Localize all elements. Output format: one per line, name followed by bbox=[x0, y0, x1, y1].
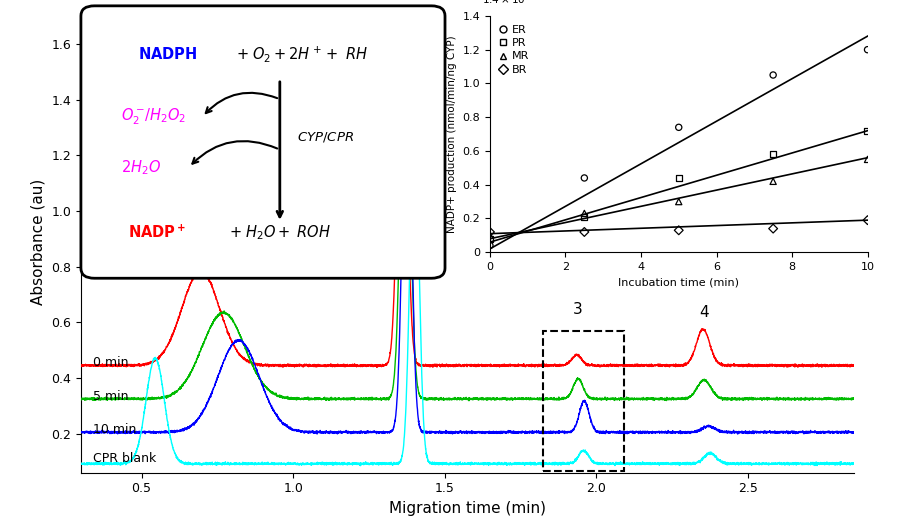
Text: 4: 4 bbox=[699, 304, 708, 320]
Text: $\mathbf{NADPH}$: $\mathbf{NADPH}$ bbox=[138, 46, 198, 62]
Text: $2H_2O$: $2H_2O$ bbox=[121, 158, 162, 177]
Text: $+ \; H_2O + \; ROH$: $+ \; H_2O + \; ROH$ bbox=[229, 224, 331, 242]
Text: 10 min: 10 min bbox=[93, 423, 137, 436]
Point bbox=[860, 126, 875, 135]
Text: 0 min: 0 min bbox=[93, 356, 129, 369]
Point bbox=[672, 174, 686, 182]
Text: $\mathit{CYP/CPR}$: $\mathit{CYP/CPR}$ bbox=[297, 130, 353, 144]
Y-axis label: Absorbance (au): Absorbance (au) bbox=[31, 178, 46, 305]
Text: $\mathbf{NADP^+}$: $\mathbf{NADP^+}$ bbox=[128, 224, 186, 242]
Point bbox=[577, 209, 592, 218]
Y-axis label: NADP+ production (nmol/min/ng CYP): NADP+ production (nmol/min/ng CYP) bbox=[447, 35, 457, 233]
Point bbox=[483, 228, 497, 236]
Point bbox=[766, 224, 780, 233]
Text: 1: 1 bbox=[202, 247, 211, 262]
X-axis label: Incubation time (min): Incubation time (min) bbox=[619, 278, 739, 287]
Point bbox=[766, 177, 780, 186]
Text: 3: 3 bbox=[574, 302, 583, 317]
Text: 5 min: 5 min bbox=[93, 390, 129, 402]
Text: $+ \; O_2 + 2H^+ + \; RH$: $+ \; O_2 + 2H^+ + \; RH$ bbox=[236, 44, 368, 64]
Text: $1.4 \times 10^{-3}$: $1.4 \times 10^{-3}$ bbox=[483, 0, 537, 6]
Point bbox=[672, 198, 686, 206]
Point bbox=[860, 46, 875, 54]
Point bbox=[766, 150, 780, 159]
Point bbox=[577, 228, 592, 236]
Point bbox=[483, 241, 497, 250]
Text: 2: 2 bbox=[396, 8, 405, 23]
Point bbox=[577, 174, 592, 182]
Text: CPR blank: CPR blank bbox=[93, 452, 156, 465]
Point bbox=[483, 235, 497, 243]
Point bbox=[766, 71, 780, 79]
Point bbox=[672, 123, 686, 132]
Legend: ER, PR, MR, BR: ER, PR, MR, BR bbox=[495, 21, 533, 78]
FancyBboxPatch shape bbox=[81, 6, 445, 278]
X-axis label: Migration time (min): Migration time (min) bbox=[389, 501, 546, 516]
Point bbox=[860, 155, 875, 164]
Point bbox=[860, 216, 875, 225]
Bar bbox=[543, 331, 624, 471]
Point bbox=[672, 226, 686, 235]
Point bbox=[577, 212, 592, 221]
Point bbox=[483, 231, 497, 239]
Text: $O_2^-\!/H_2O_2$: $O_2^-\!/H_2O_2$ bbox=[121, 107, 186, 127]
